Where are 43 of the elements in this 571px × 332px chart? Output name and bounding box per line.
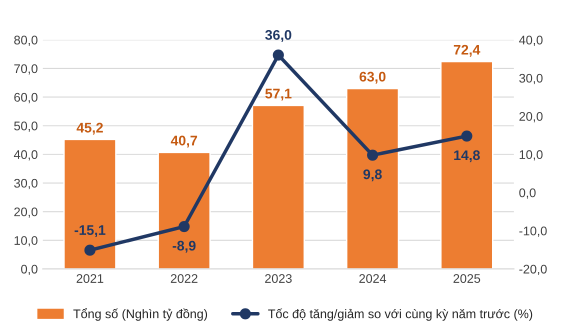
y2-tick-label: 30,0 bbox=[519, 74, 543, 84]
x-tick-label: 2021 bbox=[76, 274, 104, 283]
bar bbox=[440, 60, 494, 269]
data-label: 57,1 bbox=[265, 88, 292, 101]
y-tick-label: 0,0 bbox=[21, 264, 38, 276]
point bbox=[178, 220, 190, 232]
y-tick-label: 70,0 bbox=[14, 64, 38, 75]
x-tick-label: 2025 bbox=[454, 274, 480, 283]
y-tick-label: 80,0 bbox=[14, 36, 38, 46]
data-label: 72,4 bbox=[454, 44, 480, 57]
data-label: 63,0 bbox=[360, 72, 386, 84]
y2-tick-label: 0,0 bbox=[519, 188, 536, 199]
y-tick-label: 30,0 bbox=[14, 178, 38, 190]
y2-tick-label: 20,0 bbox=[519, 112, 543, 122]
y2-tick-label: 10,0 bbox=[520, 150, 543, 161]
y-tick-label: 40,0 bbox=[14, 150, 38, 161]
point bbox=[272, 50, 284, 61]
data-label: 14,8 bbox=[454, 150, 480, 162]
y-tick-label: 60,0 bbox=[14, 92, 38, 104]
y-tick-label: 10,0 bbox=[14, 236, 38, 246]
x-tick-label: 2023 bbox=[265, 274, 292, 283]
x-tick-label: 2022 bbox=[170, 274, 198, 283]
bar bbox=[252, 104, 305, 269]
bar bbox=[346, 88, 400, 269]
bar bbox=[158, 152, 211, 269]
data-label: 40,7 bbox=[170, 136, 198, 148]
y2-tick-label: -20,0 bbox=[519, 264, 547, 276]
data-label: 9,8 bbox=[363, 169, 382, 182]
data-label: 36,0 bbox=[265, 30, 292, 42]
data-label: -15,1 bbox=[74, 225, 106, 237]
y2-tick-label: 40,0 bbox=[519, 36, 543, 46]
point bbox=[84, 244, 96, 256]
bar bbox=[63, 138, 117, 269]
point bbox=[461, 130, 472, 142]
data-label: 45,2 bbox=[76, 122, 103, 135]
data-label: -8,9 bbox=[172, 240, 196, 253]
legend-label: Tốc độ tăng/giảm so với cùng kỳ năm trước (%) bbox=[268, 308, 532, 321]
point bbox=[367, 150, 378, 161]
y-tick-label: 50,0 bbox=[14, 122, 38, 132]
x-tick-label: 2024 bbox=[359, 274, 386, 283]
legend-label: Tổng số (Nghìn tỷ đồng) bbox=[73, 308, 208, 321]
y-tick-label: 20,0 bbox=[14, 207, 38, 218]
y2-tick-label: -10,0 bbox=[519, 226, 547, 237]
